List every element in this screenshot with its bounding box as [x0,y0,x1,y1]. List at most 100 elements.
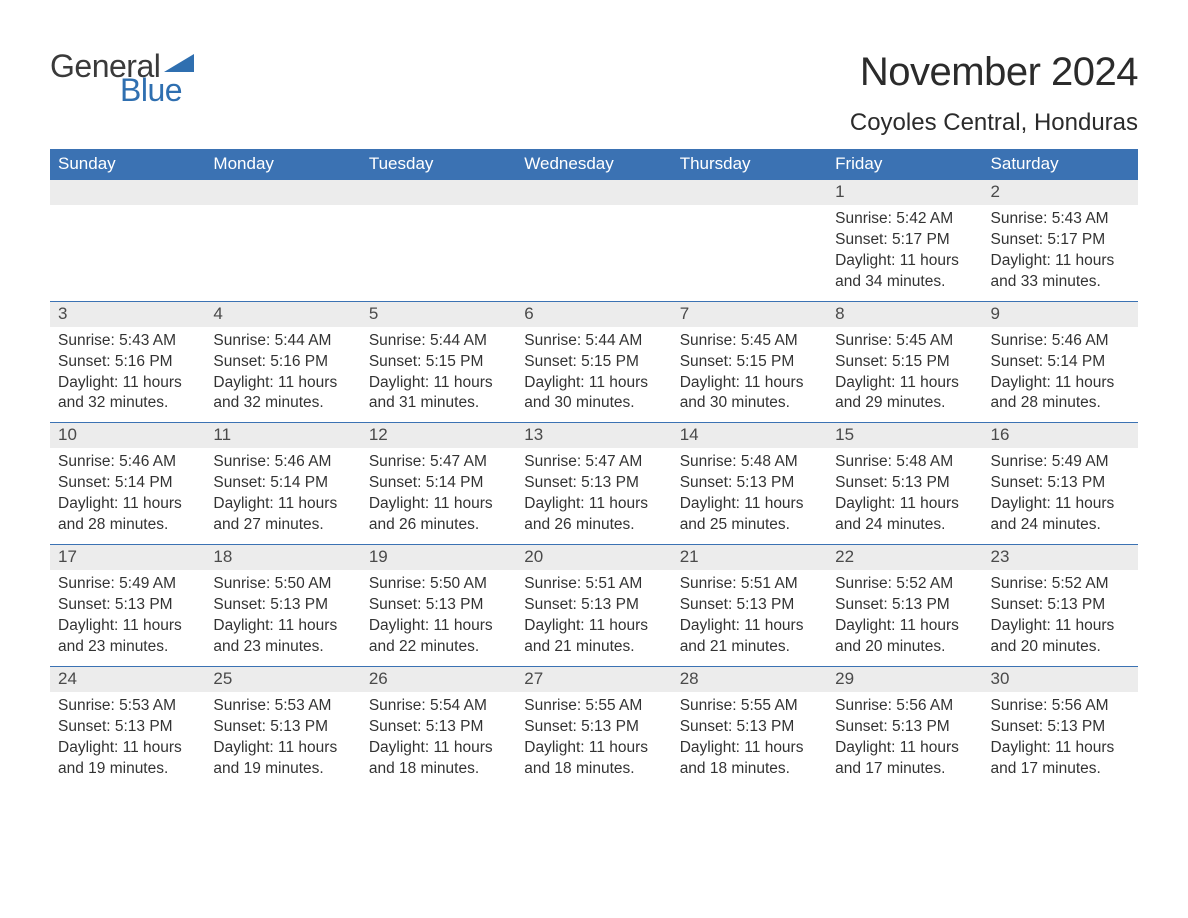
sunset-text: Sunset: 5:15 PM [524,352,663,373]
daylight-text: Daylight: 11 hours and 19 minutes. [58,738,197,780]
day-number: 15 [827,423,982,448]
daylight-text: Daylight: 11 hours and 21 minutes. [680,616,819,658]
daylight-text: Daylight: 11 hours and 24 minutes. [991,494,1130,536]
sunset-text: Sunset: 5:13 PM [991,595,1130,616]
daylight-text: Daylight: 11 hours and 18 minutes. [369,738,508,780]
calendar-day: 24Sunrise: 5:53 AMSunset: 5:13 PMDayligh… [50,667,205,788]
calendar-week: 24Sunrise: 5:53 AMSunset: 5:13 PMDayligh… [50,666,1138,788]
sunset-text: Sunset: 5:15 PM [835,352,974,373]
calendar-day: 19Sunrise: 5:50 AMSunset: 5:13 PMDayligh… [361,545,516,666]
daylight-text: Daylight: 11 hours and 18 minutes. [680,738,819,780]
day-body: Sunrise: 5:46 AMSunset: 5:14 PMDaylight:… [50,448,205,544]
day-number: 6 [516,302,671,327]
calendar-day: 2Sunrise: 5:43 AMSunset: 5:17 PMDaylight… [983,180,1138,301]
calendar-day [205,180,360,301]
day-number: 27 [516,667,671,692]
sunrise-text: Sunrise: 5:50 AM [369,574,508,595]
sunset-text: Sunset: 5:13 PM [991,473,1130,494]
day-header: Sunday [50,149,205,180]
calendar-week: 10Sunrise: 5:46 AMSunset: 5:14 PMDayligh… [50,422,1138,544]
day-body: Sunrise: 5:55 AMSunset: 5:13 PMDaylight:… [516,692,671,788]
day-body: Sunrise: 5:43 AMSunset: 5:17 PMDaylight:… [983,205,1138,301]
day-number [516,180,671,205]
daylight-text: Daylight: 11 hours and 24 minutes. [835,494,974,536]
sunrise-text: Sunrise: 5:47 AM [524,452,663,473]
sunrise-text: Sunrise: 5:56 AM [991,696,1130,717]
sunrise-text: Sunrise: 5:49 AM [58,574,197,595]
sunset-text: Sunset: 5:13 PM [524,595,663,616]
calendar-day [361,180,516,301]
sunset-text: Sunset: 5:13 PM [991,717,1130,738]
calendar-body: 1Sunrise: 5:42 AMSunset: 5:17 PMDaylight… [50,180,1138,787]
day-number: 21 [672,545,827,570]
day-number: 7 [672,302,827,327]
sunset-text: Sunset: 5:14 PM [58,473,197,494]
sunrise-text: Sunrise: 5:55 AM [680,696,819,717]
day-number: 14 [672,423,827,448]
day-number: 26 [361,667,516,692]
calendar-day: 22Sunrise: 5:52 AMSunset: 5:13 PMDayligh… [827,545,982,666]
sunset-text: Sunset: 5:13 PM [58,717,197,738]
daylight-text: Daylight: 11 hours and 25 minutes. [680,494,819,536]
day-body: Sunrise: 5:49 AMSunset: 5:13 PMDaylight:… [983,448,1138,544]
calendar-day: 16Sunrise: 5:49 AMSunset: 5:13 PMDayligh… [983,423,1138,544]
sunrise-text: Sunrise: 5:56 AM [835,696,974,717]
day-number: 19 [361,545,516,570]
daylight-text: Daylight: 11 hours and 26 minutes. [524,494,663,536]
sunset-text: Sunset: 5:13 PM [680,473,819,494]
sunset-text: Sunset: 5:16 PM [213,352,352,373]
daylight-text: Daylight: 11 hours and 17 minutes. [991,738,1130,780]
day-number: 1 [827,180,982,205]
sunset-text: Sunset: 5:13 PM [213,717,352,738]
calendar-week: 3Sunrise: 5:43 AMSunset: 5:16 PMDaylight… [50,301,1138,423]
daylight-text: Daylight: 11 hours and 22 minutes. [369,616,508,658]
day-body: Sunrise: 5:46 AMSunset: 5:14 PMDaylight:… [983,327,1138,423]
day-body: Sunrise: 5:52 AMSunset: 5:13 PMDaylight:… [983,570,1138,666]
sunrise-text: Sunrise: 5:45 AM [680,331,819,352]
sunrise-text: Sunrise: 5:46 AM [991,331,1130,352]
day-number: 29 [827,667,982,692]
calendar-week: 1Sunrise: 5:42 AMSunset: 5:17 PMDaylight… [50,180,1138,301]
day-body: Sunrise: 5:50 AMSunset: 5:13 PMDaylight:… [205,570,360,666]
day-body: Sunrise: 5:56 AMSunset: 5:13 PMDaylight:… [827,692,982,788]
sunset-text: Sunset: 5:17 PM [835,230,974,251]
day-header: Monday [205,149,360,180]
calendar-day: 17Sunrise: 5:49 AMSunset: 5:13 PMDayligh… [50,545,205,666]
calendar-day: 28Sunrise: 5:55 AMSunset: 5:13 PMDayligh… [672,667,827,788]
sunrise-text: Sunrise: 5:46 AM [213,452,352,473]
sunrise-text: Sunrise: 5:53 AM [213,696,352,717]
sunrise-text: Sunrise: 5:52 AM [991,574,1130,595]
sunset-text: Sunset: 5:13 PM [58,595,197,616]
day-number: 20 [516,545,671,570]
sunset-text: Sunset: 5:15 PM [680,352,819,373]
daylight-text: Daylight: 11 hours and 21 minutes. [524,616,663,658]
sunset-text: Sunset: 5:13 PM [835,473,974,494]
day-header: Tuesday [361,149,516,180]
day-number [50,180,205,205]
logo-text-blue: Blue [120,74,194,106]
day-number: 13 [516,423,671,448]
calendar-day [672,180,827,301]
calendar-day: 11Sunrise: 5:46 AMSunset: 5:14 PMDayligh… [205,423,360,544]
sunrise-text: Sunrise: 5:44 AM [213,331,352,352]
day-body: Sunrise: 5:50 AMSunset: 5:13 PMDaylight:… [361,570,516,666]
header-row: General Blue November 2024 Coyoles Centr… [50,50,1138,137]
sunset-text: Sunset: 5:16 PM [58,352,197,373]
sunrise-text: Sunrise: 5:48 AM [835,452,974,473]
sunset-text: Sunset: 5:13 PM [680,717,819,738]
calendar-day: 27Sunrise: 5:55 AMSunset: 5:13 PMDayligh… [516,667,671,788]
daylight-text: Daylight: 11 hours and 34 minutes. [835,251,974,293]
sunrise-text: Sunrise: 5:48 AM [680,452,819,473]
daylight-text: Daylight: 11 hours and 23 minutes. [213,616,352,658]
day-number: 24 [50,667,205,692]
day-body: Sunrise: 5:46 AMSunset: 5:14 PMDaylight:… [205,448,360,544]
daylight-text: Daylight: 11 hours and 28 minutes. [58,494,197,536]
sunrise-text: Sunrise: 5:51 AM [524,574,663,595]
day-body: Sunrise: 5:53 AMSunset: 5:13 PMDaylight:… [50,692,205,788]
sunset-text: Sunset: 5:13 PM [524,473,663,494]
daylight-text: Daylight: 11 hours and 30 minutes. [680,373,819,415]
sunset-text: Sunset: 5:14 PM [213,473,352,494]
day-body: Sunrise: 5:48 AMSunset: 5:13 PMDaylight:… [827,448,982,544]
daylight-text: Daylight: 11 hours and 30 minutes. [524,373,663,415]
sunset-text: Sunset: 5:15 PM [369,352,508,373]
